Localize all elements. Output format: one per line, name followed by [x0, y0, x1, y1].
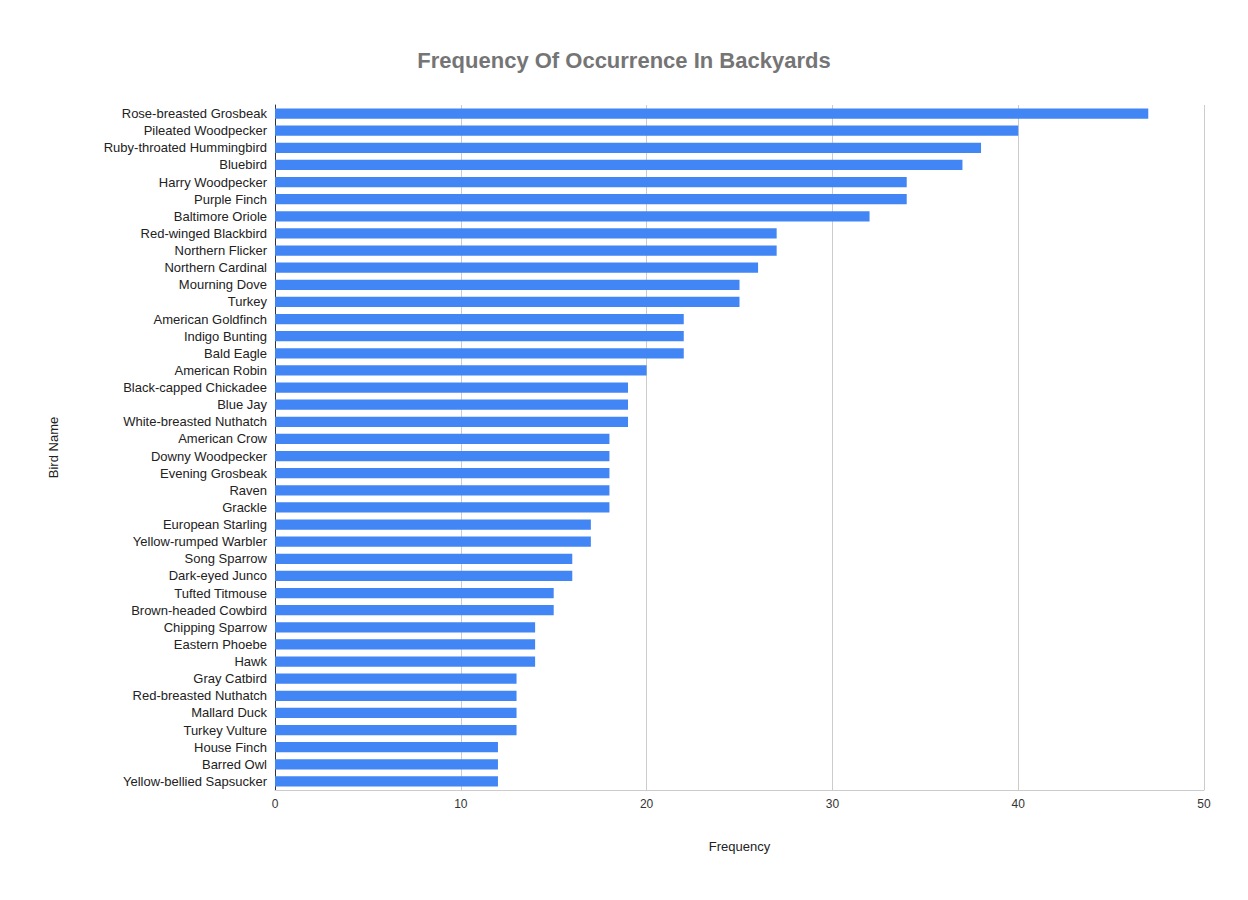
- svg-text:American Robin: American Robin: [175, 363, 268, 378]
- svg-text:Rose-breasted Grosbeak: Rose-breasted Grosbeak: [122, 106, 268, 121]
- svg-text:Song Sparrow: Song Sparrow: [185, 551, 268, 566]
- svg-text:Baltimore Oriole: Baltimore Oriole: [174, 209, 267, 224]
- svg-text:0: 0: [272, 797, 279, 811]
- svg-text:Frequency Of Occurrence In Bac: Frequency Of Occurrence In Backyards: [417, 48, 830, 73]
- svg-text:Indigo Bunting: Indigo Bunting: [184, 329, 267, 344]
- svg-text:Ruby-throated Hummingbird: Ruby-throated Hummingbird: [104, 140, 267, 155]
- svg-text:Tufted Titmouse: Tufted Titmouse: [174, 586, 267, 601]
- svg-text:Bird Name: Bird Name: [46, 417, 61, 478]
- svg-text:Red-breasted Nuthatch: Red-breasted Nuthatch: [133, 688, 267, 703]
- svg-text:Eastern Phoebe: Eastern Phoebe: [174, 637, 267, 652]
- svg-text:Chipping Sparrow: Chipping Sparrow: [164, 620, 268, 635]
- svg-text:Purple Finch: Purple Finch: [194, 192, 267, 207]
- svg-text:Evening Grosbeak: Evening Grosbeak: [160, 466, 267, 481]
- svg-text:Mallard Duck: Mallard Duck: [191, 705, 267, 720]
- svg-text:Dark-eyed Junco: Dark-eyed Junco: [169, 568, 267, 583]
- svg-text:Yellow-bellied Sapsucker: Yellow-bellied Sapsucker: [123, 774, 268, 789]
- svg-text:Red-winged Blackbird: Red-winged Blackbird: [141, 226, 267, 241]
- svg-text:Gray Catbird: Gray Catbird: [193, 671, 267, 686]
- svg-text:Bald Eagle: Bald Eagle: [204, 346, 267, 361]
- svg-text:Black-capped Chickadee: Black-capped Chickadee: [123, 380, 267, 395]
- svg-text:Turkey: Turkey: [228, 294, 268, 309]
- svg-text:Northern Cardinal: Northern Cardinal: [164, 260, 267, 275]
- svg-text:Pileated Woodpecker: Pileated Woodpecker: [144, 123, 268, 138]
- svg-text:European Starling: European Starling: [163, 517, 267, 532]
- svg-text:House Finch: House Finch: [194, 740, 267, 755]
- svg-text:Blue Jay: Blue Jay: [217, 397, 267, 412]
- svg-text:20: 20: [640, 797, 654, 811]
- svg-text:White-breasted Nuthatch: White-breasted Nuthatch: [123, 414, 267, 429]
- svg-text:Bluebird: Bluebird: [219, 157, 267, 172]
- svg-text:Yellow-rumped Warbler: Yellow-rumped Warbler: [133, 534, 268, 549]
- svg-text:Raven: Raven: [229, 483, 267, 498]
- svg-text:Hawk: Hawk: [234, 654, 267, 669]
- svg-text:Harry Woodpecker: Harry Woodpecker: [159, 175, 268, 190]
- svg-text:50: 50: [1197, 797, 1211, 811]
- svg-text:American Crow: American Crow: [178, 431, 267, 446]
- svg-text:Mourning Dove: Mourning Dove: [179, 277, 267, 292]
- svg-text:American Goldfinch: American Goldfinch: [154, 312, 267, 327]
- svg-text:Turkey Vulture: Turkey Vulture: [183, 723, 267, 738]
- svg-text:Brown-headed Cowbird: Brown-headed Cowbird: [131, 603, 267, 618]
- svg-text:Barred Owl: Barred Owl: [202, 757, 267, 772]
- svg-text:30: 30: [826, 797, 840, 811]
- svg-text:40: 40: [1012, 797, 1026, 811]
- svg-text:Frequency: Frequency: [709, 839, 771, 854]
- svg-text:Grackle: Grackle: [222, 500, 267, 515]
- svg-text:Northern Flicker: Northern Flicker: [175, 243, 268, 258]
- svg-text:Downy Woodpecker: Downy Woodpecker: [151, 449, 268, 464]
- svg-text:10: 10: [454, 797, 468, 811]
